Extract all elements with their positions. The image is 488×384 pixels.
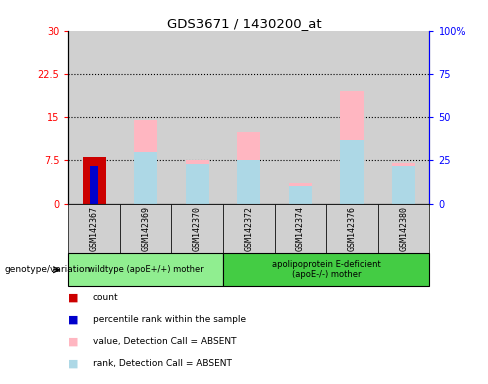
Text: percentile rank within the sample: percentile rank within the sample <box>93 315 246 324</box>
Text: genotype/variation: genotype/variation <box>5 265 91 274</box>
Text: GSM142370: GSM142370 <box>193 206 202 251</box>
Bar <box>326 31 378 204</box>
Bar <box>289 186 312 204</box>
Text: value, Detection Call = ABSENT: value, Detection Call = ABSENT <box>93 337 236 346</box>
Bar <box>82 157 106 204</box>
Text: GDS3671 / 1430200_at: GDS3671 / 1430200_at <box>167 17 321 30</box>
Bar <box>289 184 312 204</box>
Bar <box>186 164 209 204</box>
Bar <box>341 140 364 204</box>
Text: count: count <box>93 293 119 302</box>
Text: ■: ■ <box>68 358 79 368</box>
Bar <box>392 163 415 204</box>
Bar <box>90 166 98 204</box>
Bar <box>275 31 326 204</box>
Text: ■: ■ <box>68 314 79 324</box>
Text: ■: ■ <box>68 336 79 346</box>
Text: GSM142376: GSM142376 <box>347 206 357 251</box>
Bar <box>120 31 171 204</box>
Text: GSM142367: GSM142367 <box>90 206 99 251</box>
Text: GSM142374: GSM142374 <box>296 206 305 251</box>
Text: rank, Detection Call = ABSENT: rank, Detection Call = ABSENT <box>93 359 232 368</box>
Text: ■: ■ <box>68 293 79 303</box>
Text: GSM142380: GSM142380 <box>399 206 408 251</box>
Bar <box>341 91 364 204</box>
Text: apolipoprotein E-deficient
(apoE-/-) mother: apolipoprotein E-deficient (apoE-/-) mot… <box>272 260 381 280</box>
Bar <box>134 152 157 204</box>
Bar <box>68 31 120 204</box>
Bar <box>392 166 415 204</box>
Bar <box>223 31 275 204</box>
Text: wildtype (apoE+/+) mother: wildtype (apoE+/+) mother <box>88 265 203 274</box>
Bar <box>134 120 157 204</box>
Bar <box>378 31 429 204</box>
Text: GSM142372: GSM142372 <box>244 206 253 251</box>
Bar <box>237 131 261 204</box>
Bar <box>237 161 261 204</box>
Text: GSM142369: GSM142369 <box>141 206 150 251</box>
Bar <box>171 31 223 204</box>
Bar <box>186 161 209 204</box>
